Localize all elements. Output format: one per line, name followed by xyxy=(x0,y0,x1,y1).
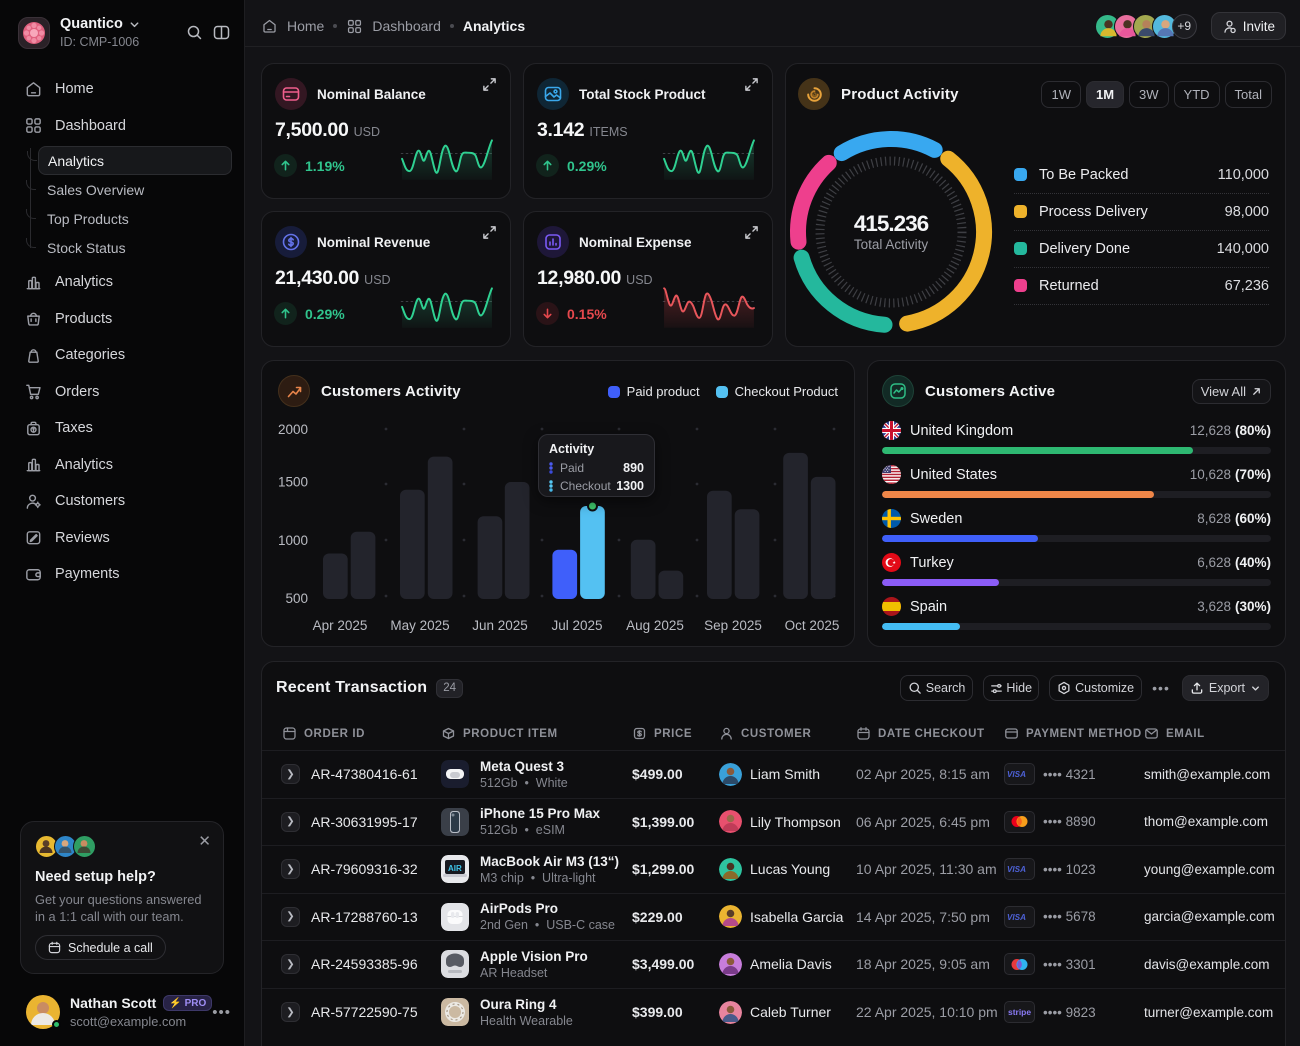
svg-text:VISA: VISA xyxy=(1007,865,1026,873)
svg-text:1500: 1500 xyxy=(278,475,308,490)
svg-text:Jun 2025: Jun 2025 xyxy=(472,618,528,633)
svg-text:Jul 2025: Jul 2025 xyxy=(551,618,602,633)
svg-text:2000: 2000 xyxy=(278,422,308,437)
svg-text:AIR: AIR xyxy=(448,864,462,873)
svg-text:Apr 2025: Apr 2025 xyxy=(313,618,368,633)
svg-text:VISA: VISA xyxy=(1007,913,1026,921)
svg-text:1000: 1000 xyxy=(278,533,308,548)
svg-text:Aug 2025: Aug 2025 xyxy=(626,618,684,633)
svg-text:Total Activity: Total Activity xyxy=(854,237,929,252)
svg-text:stripe: stripe xyxy=(1008,1007,1031,1017)
svg-text:Oct 2025: Oct 2025 xyxy=(785,618,840,633)
svg-text:415.236: 415.236 xyxy=(854,211,929,236)
svg-text:500: 500 xyxy=(285,591,308,606)
svg-text:Sep 2025: Sep 2025 xyxy=(704,618,762,633)
svg-text:VISA: VISA xyxy=(1007,770,1026,778)
svg-text:May 2025: May 2025 xyxy=(390,618,449,633)
